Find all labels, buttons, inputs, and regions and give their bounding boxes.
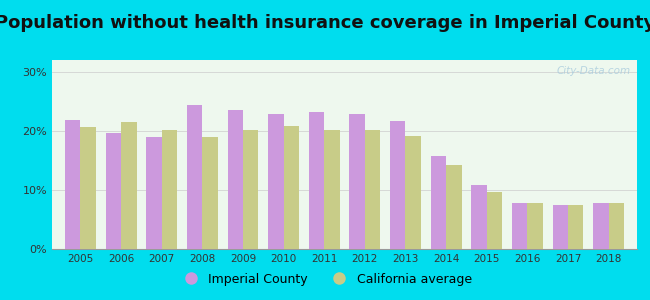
- Bar: [593, 203, 608, 249]
- Bar: [608, 203, 624, 249]
- Bar: [227, 110, 243, 249]
- Bar: [105, 133, 121, 249]
- Bar: [552, 205, 568, 249]
- Bar: [268, 114, 283, 249]
- Bar: [65, 120, 81, 249]
- Bar: [390, 122, 406, 249]
- Bar: [146, 137, 162, 249]
- Bar: [349, 114, 365, 249]
- Bar: [81, 127, 96, 249]
- Bar: [406, 136, 421, 249]
- Bar: [324, 130, 339, 249]
- Bar: [309, 112, 324, 249]
- Legend: Imperial County, California average: Imperial County, California average: [174, 268, 476, 291]
- Bar: [471, 185, 487, 249]
- Bar: [162, 130, 177, 249]
- Bar: [487, 192, 502, 249]
- Bar: [365, 130, 380, 249]
- Bar: [243, 130, 259, 249]
- Bar: [283, 126, 299, 249]
- Text: Population without health insurance coverage in Imperial County: Population without health insurance cove…: [0, 14, 650, 32]
- Bar: [527, 203, 543, 249]
- Bar: [202, 137, 218, 249]
- Bar: [187, 106, 202, 249]
- Bar: [446, 165, 462, 249]
- Text: City-Data.com: City-Data.com: [557, 66, 631, 76]
- Bar: [121, 122, 136, 249]
- Bar: [431, 156, 446, 249]
- Bar: [568, 205, 584, 249]
- Bar: [512, 203, 527, 249]
